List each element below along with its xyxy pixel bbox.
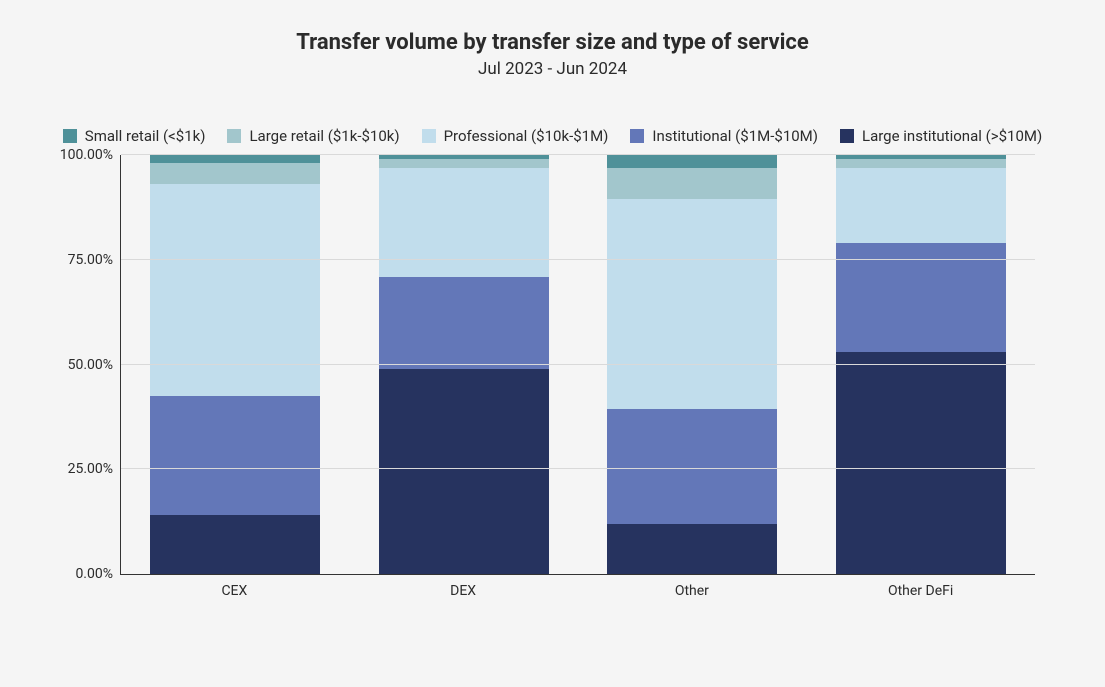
legend-label: Professional ($10k-$1M)	[444, 127, 609, 145]
legend-item-large-retail: Large retail ($1k-$10k)	[227, 127, 399, 145]
bar-other	[607, 155, 777, 574]
legend-label: Large institutional (>$10M)	[862, 127, 1042, 145]
gridline	[121, 154, 1035, 155]
bar-cex	[150, 155, 320, 574]
bar-segment-large-retail	[150, 163, 320, 184]
legend-swatch	[422, 129, 436, 143]
legend-label: Small retail (<$1k)	[85, 127, 206, 145]
legend-item-large-institutional: Large institutional (>$10M)	[840, 127, 1042, 145]
bar-segment-institutional	[379, 277, 549, 369]
title-block: Transfer volume by transfer size and typ…	[50, 30, 1055, 79]
bar-dex	[379, 155, 549, 574]
legend-label: Large retail ($1k-$10k)	[249, 127, 399, 145]
x-tick-label: DEX	[378, 583, 548, 599]
bar-segment-small-retail	[607, 155, 777, 168]
legend-label: Institutional ($1M-$10M)	[652, 127, 818, 145]
bar-segment-large-institutional	[836, 352, 1006, 574]
bar-segment-large-retail	[379, 159, 549, 167]
y-tick-label: 25.00%	[49, 461, 113, 477]
bar-segment-large-institutional	[150, 515, 320, 574]
legend: Small retail (<$1k) Large retail ($1k-$10…	[50, 127, 1055, 145]
x-axis: CEX DEX Other Other DeFi	[120, 583, 1035, 599]
legend-item-institutional: Institutional ($1M-$10M)	[630, 127, 818, 145]
chart-title: Transfer volume by transfer size and typ…	[50, 30, 1055, 55]
bar-other-defi	[836, 155, 1006, 574]
legend-item-small-retail: Small retail (<$1k)	[63, 127, 206, 145]
bar-segment-professional	[836, 168, 1006, 243]
bar-segment-small-retail	[150, 155, 320, 163]
plot-area: 0.00%25.00%50.00%75.00%100.00%	[120, 155, 1035, 575]
legend-swatch	[630, 129, 644, 143]
chart-container: Transfer volume by transfer size and typ…	[0, 0, 1105, 687]
y-tick-label: 50.00%	[49, 357, 113, 373]
bar-segment-large-institutional	[379, 369, 549, 574]
gridline	[121, 364, 1035, 365]
y-tick-label: 100.00%	[49, 147, 113, 163]
legend-swatch	[63, 129, 77, 143]
chart-subtitle: Jul 2023 - Jun 2024	[50, 59, 1055, 79]
bar-segment-large-institutional	[607, 524, 777, 574]
y-tick-label: 0.00%	[49, 566, 113, 582]
bar-segment-institutional	[150, 396, 320, 515]
x-tick-label: Other DeFi	[836, 583, 1006, 599]
bar-segment-large-retail	[836, 159, 1006, 167]
legend-item-professional: Professional ($10k-$1M)	[422, 127, 609, 145]
bar-segment-professional	[379, 168, 549, 277]
bar-segment-institutional	[607, 409, 777, 524]
bars-container	[121, 155, 1035, 574]
y-tick-label: 75.00%	[49, 252, 113, 268]
x-tick-label: Other	[607, 583, 777, 599]
gridline	[121, 468, 1035, 469]
bar-segment-large-retail	[607, 168, 777, 199]
legend-swatch	[227, 129, 241, 143]
gridline	[121, 259, 1035, 260]
bar-segment-professional	[607, 199, 777, 409]
x-tick-label: CEX	[149, 583, 319, 599]
legend-swatch	[840, 129, 854, 143]
